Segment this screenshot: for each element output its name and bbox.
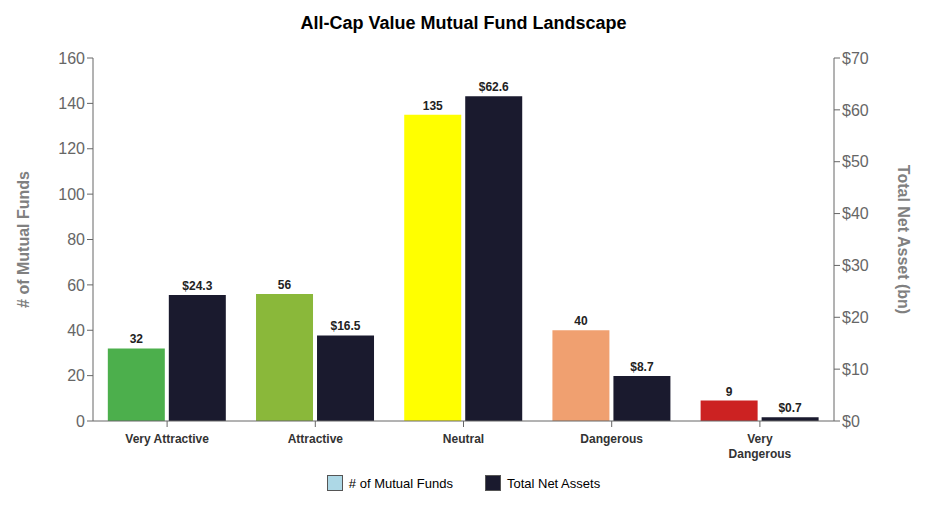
- html-text:All-Cap Value Mutual Fund Land: All-Cap Value Mutual Fund Landscape: [300, 13, 627, 33]
- svg-text:80: 80: [67, 231, 85, 248]
- svg-text:20: 20: [67, 367, 85, 384]
- svg-text:$70: $70: [842, 50, 869, 67]
- svg-text:Dangerous: Dangerous: [580, 432, 643, 446]
- svg-text:Neutral: Neutral: [443, 432, 484, 446]
- svg-text:$20: $20: [842, 309, 869, 326]
- svg-text:40: 40: [67, 322, 85, 339]
- svg-text:$16.5: $16.5: [331, 319, 361, 333]
- svg-text:$24.3: $24.3: [182, 279, 212, 293]
- svg-text:Very Attractive: Very Attractive: [125, 432, 209, 446]
- svg-text:$62.6: $62.6: [479, 80, 509, 94]
- html-text:# of Mutual Funds: # of Mutual Funds: [348, 475, 453, 491]
- svg-text:$8.7: $8.7: [630, 360, 654, 374]
- svg-text:32: 32: [130, 332, 144, 346]
- svg-text:$30: $30: [842, 257, 869, 274]
- svg-text:100: 100: [58, 186, 85, 203]
- html-text:Total Net Assets: Total Net Assets: [506, 475, 601, 491]
- svg-text:$0.7: $0.7: [778, 401, 802, 415]
- svg-text:160: 160: [58, 50, 85, 67]
- svg-text:120: 120: [58, 140, 85, 157]
- svg-text:$60: $60: [842, 102, 869, 119]
- svg-text:$50: $50: [842, 153, 869, 170]
- svg-text:$40: $40: [842, 205, 869, 222]
- svg-text:135: 135: [423, 99, 443, 113]
- svg-text:140: 140: [58, 95, 85, 112]
- svg-text:40: 40: [574, 314, 588, 328]
- svg-text:$0: $0: [842, 413, 860, 430]
- svg-text:56: 56: [278, 278, 292, 292]
- svg-text:60: 60: [67, 277, 85, 294]
- svg-text:Total Net Asset (bn): Total Net Asset (bn): [895, 165, 912, 314]
- svg-text:9: 9: [726, 385, 733, 399]
- svg-text:VeryDangerous: VeryDangerous: [729, 432, 792, 461]
- svg-text:$10: $10: [842, 361, 869, 378]
- svg-text:# of Mutual Funds: # of Mutual Funds: [15, 171, 32, 308]
- svg-text:Attractive: Attractive: [288, 432, 344, 446]
- svg-text:0: 0: [76, 413, 85, 430]
